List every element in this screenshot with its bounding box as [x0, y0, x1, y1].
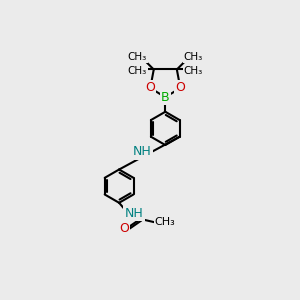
Text: CH₃: CH₃	[184, 66, 203, 76]
Text: CH₃: CH₃	[155, 218, 176, 227]
Text: CH₃: CH₃	[128, 66, 147, 76]
Text: CH₃: CH₃	[128, 52, 147, 62]
Text: NH: NH	[125, 207, 143, 220]
Text: B: B	[161, 91, 170, 104]
Text: O: O	[119, 222, 129, 236]
Text: O: O	[145, 82, 155, 94]
Text: O: O	[176, 82, 185, 94]
Text: CH₃: CH₃	[184, 52, 203, 62]
Text: NH: NH	[133, 146, 152, 158]
